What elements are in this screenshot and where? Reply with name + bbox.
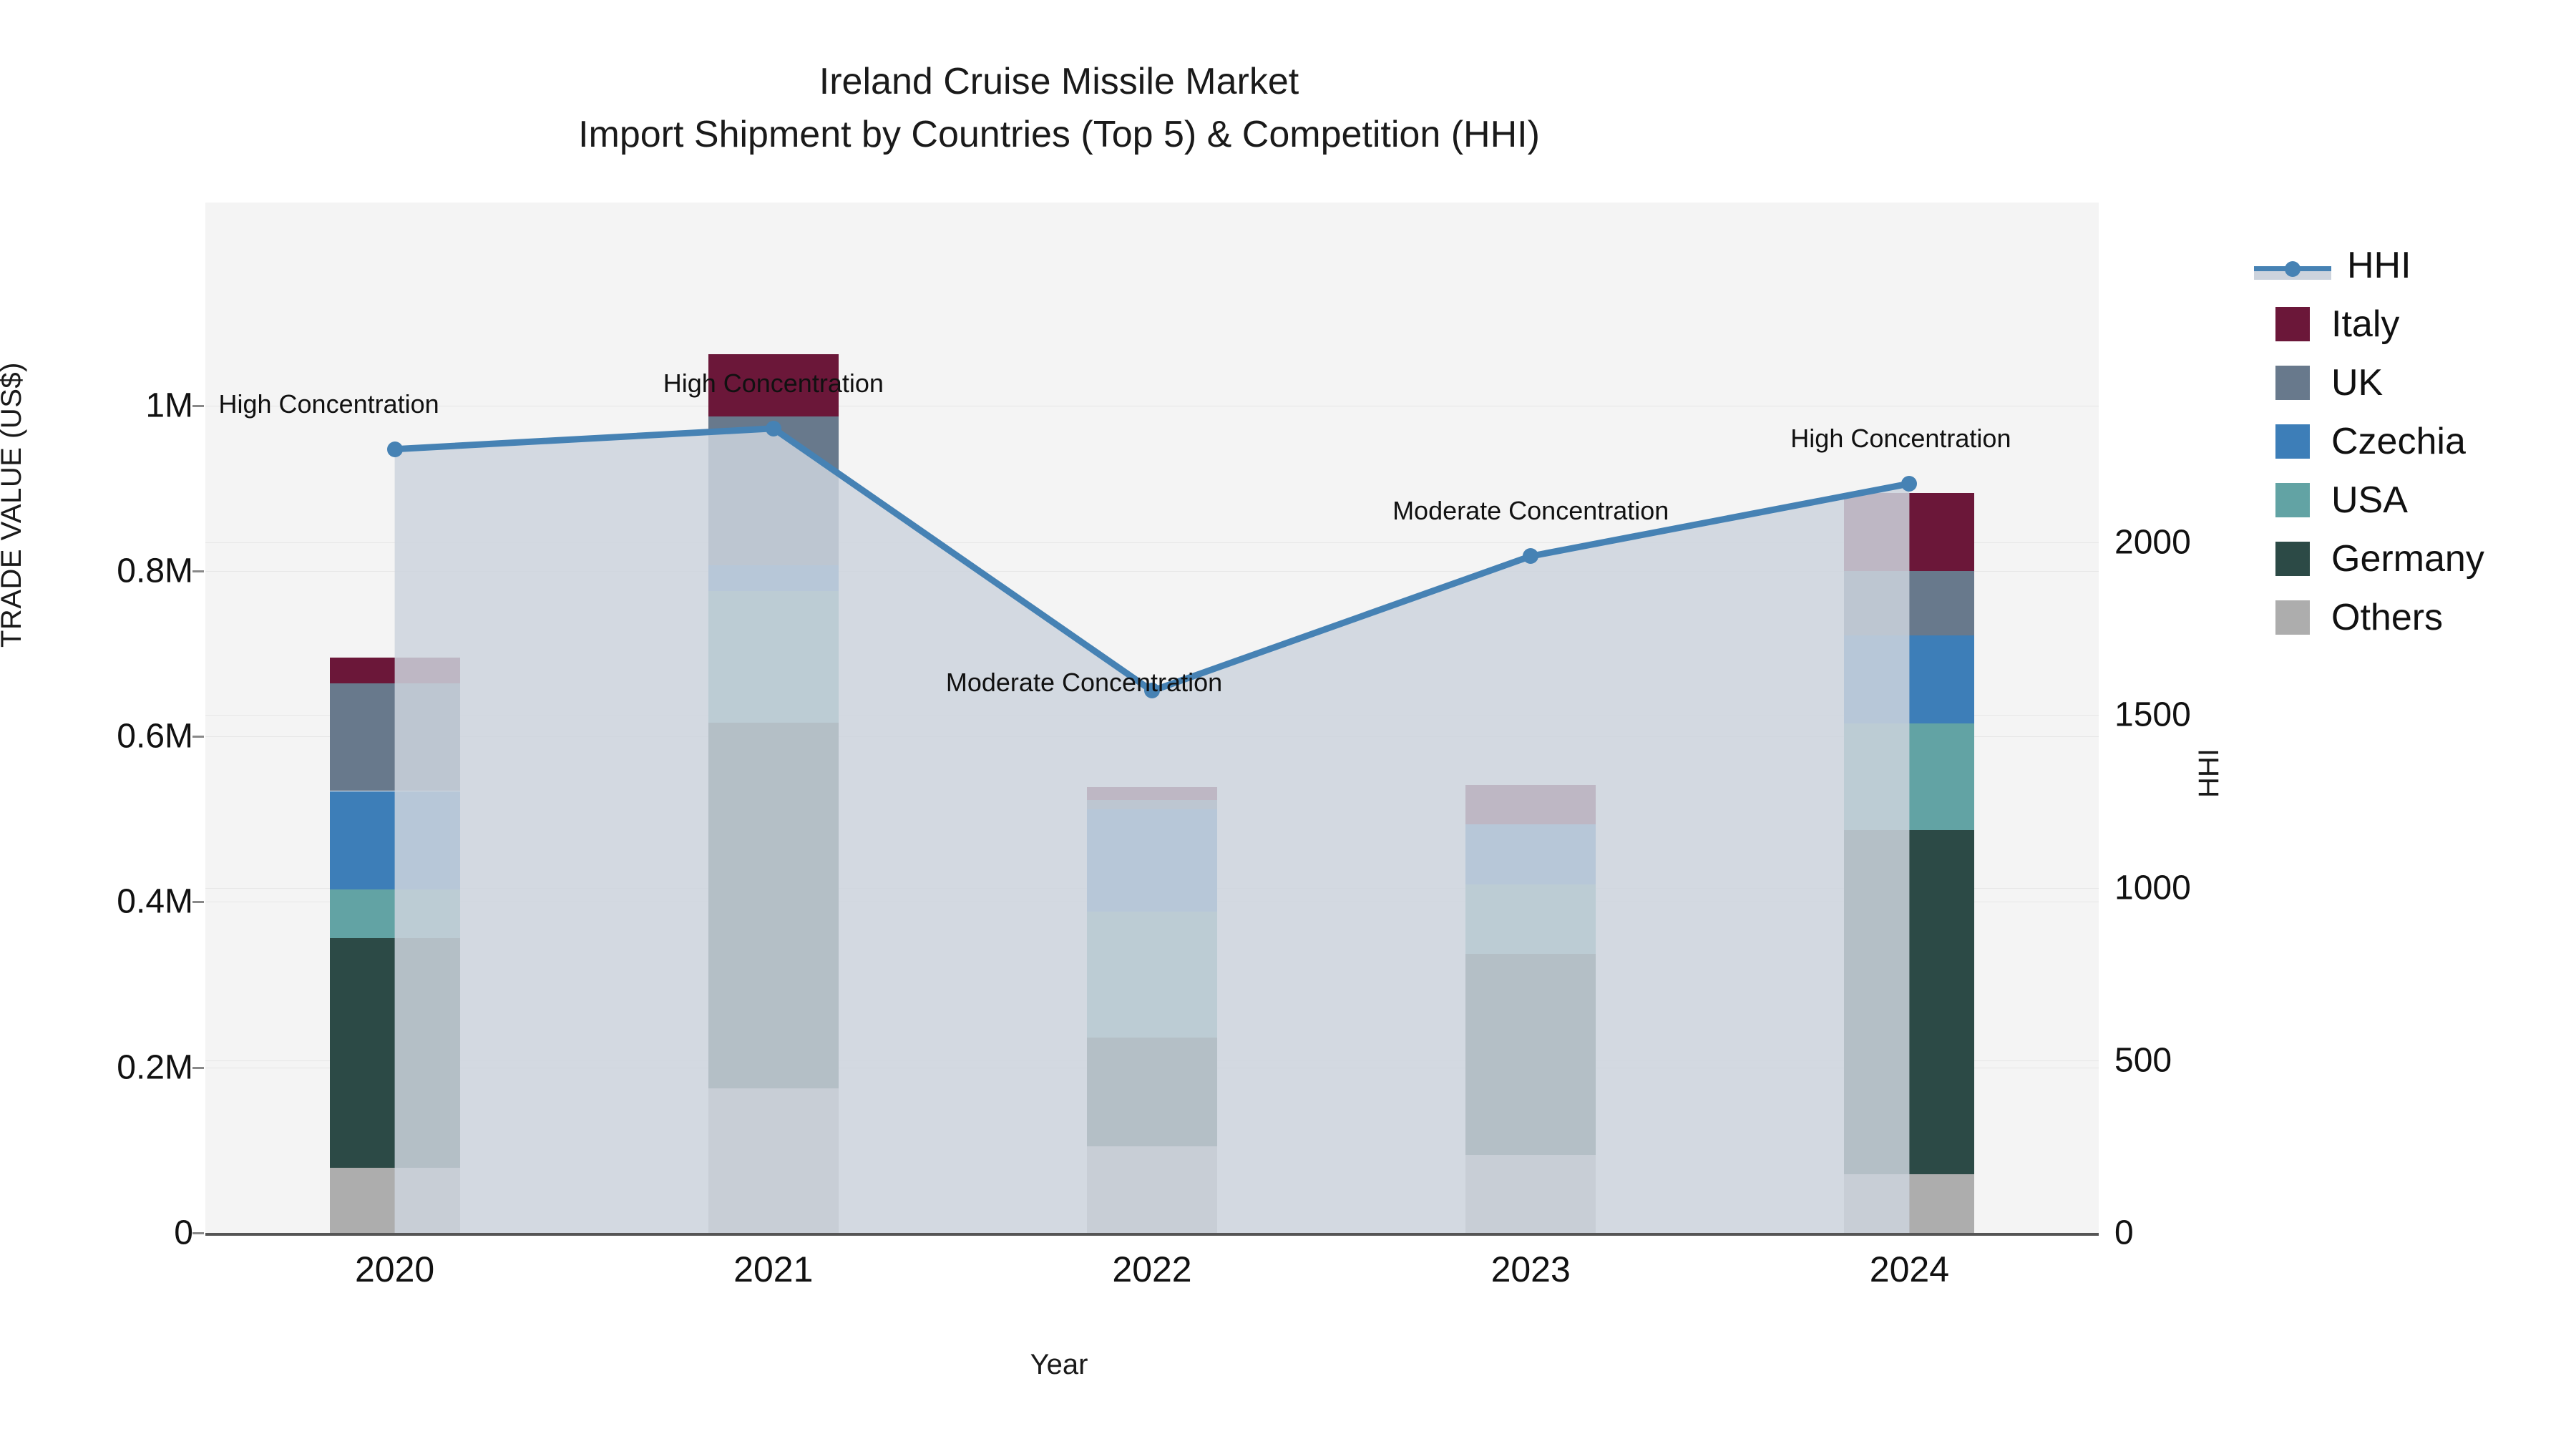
y-axis-left-tick-label: 1M bbox=[145, 386, 193, 425]
tick-mark bbox=[192, 1232, 204, 1234]
legend-color-swatch bbox=[2275, 366, 2310, 400]
tick-mark bbox=[192, 570, 204, 572]
concentration-annotation: High Concentration bbox=[218, 389, 439, 419]
bar-segment bbox=[708, 353, 839, 416]
tick-mark bbox=[192, 736, 204, 738]
legend-color-swatch bbox=[2275, 542, 2310, 576]
chart-title: Ireland Cruise Missile Market bbox=[819, 61, 1299, 102]
legend-label: USA bbox=[2331, 479, 2408, 521]
chart-subtitle: Import Shipment by Countries (Top 5) & C… bbox=[578, 113, 1540, 155]
y-axis-left-tick-label: 0.2M bbox=[117, 1048, 193, 1087]
hhi-data-point bbox=[1144, 683, 1160, 699]
tick-mark bbox=[192, 404, 204, 407]
concentration-annotation: High Concentration bbox=[663, 368, 884, 398]
legend-label: Italy bbox=[2331, 303, 2400, 345]
x-axis-tick-label: 2021 bbox=[733, 1249, 814, 1289]
legend-item-germany[interactable]: Germany bbox=[2254, 530, 2569, 588]
legend-item-hhi[interactable]: HHI bbox=[2254, 236, 2569, 295]
x-axis-tick-label: 2024 bbox=[1869, 1249, 1950, 1289]
hhi-area-fill bbox=[394, 428, 1910, 1233]
y-axis-right-tick-label: 0 bbox=[2114, 1214, 2134, 1252]
legend-color-swatch bbox=[2275, 600, 2310, 635]
y-axis-left-tick-label: 0.4M bbox=[117, 882, 193, 921]
y-axis-right-tick-label: 1000 bbox=[2114, 869, 2191, 907]
hhi-data-point bbox=[1523, 548, 1539, 565]
x-axis-tick-label: 2022 bbox=[1112, 1249, 1192, 1289]
legend-item-czechia[interactable]: Czechia bbox=[2254, 412, 2569, 471]
legend-item-uk[interactable]: UK bbox=[2254, 353, 2569, 412]
gridline-secondary bbox=[205, 542, 2099, 543]
legend: HHI Italy UK Czechia USA Germany Others bbox=[2254, 236, 2569, 647]
y-axis-right-tick-label: 2000 bbox=[2114, 523, 2191, 562]
legend-label: HHI bbox=[2347, 245, 2411, 286]
legend-item-italy[interactable]: Italy bbox=[2254, 295, 2569, 353]
legend-item-usa[interactable]: USA bbox=[2254, 471, 2569, 530]
concentration-annotation: Moderate Concentration bbox=[945, 668, 1223, 698]
tick-mark bbox=[192, 1066, 204, 1069]
legend-label: Others bbox=[2331, 597, 2444, 638]
y-axis-left-tick-label: 0.8M bbox=[117, 552, 193, 590]
x-axis-title: Year bbox=[1030, 1349, 1088, 1380]
legend-color-swatch bbox=[2275, 307, 2310, 341]
legend-label: Czechia bbox=[2331, 421, 2466, 462]
x-axis-tick-label: 2020 bbox=[354, 1249, 435, 1289]
x-axis-line bbox=[205, 1233, 2099, 1236]
y-axis-right-tick-label: 1500 bbox=[2114, 696, 2191, 734]
y-axis-left-tick-label: 0.6M bbox=[117, 717, 193, 756]
concentration-annotation: High Concentration bbox=[1790, 423, 2011, 453]
legend-line-marker-icon bbox=[2254, 248, 2331, 283]
tick-mark bbox=[192, 901, 204, 904]
legend-label: UK bbox=[2331, 362, 2384, 404]
x-axis-tick-label: 2023 bbox=[1491, 1249, 1571, 1289]
hhi-data-point bbox=[765, 420, 781, 436]
legend-color-swatch bbox=[2275, 424, 2310, 459]
legend-label: Germany bbox=[2331, 538, 2484, 580]
legend-color-swatch bbox=[2275, 483, 2310, 517]
chart-title-block: Ireland Cruise Missile Market Import Shi… bbox=[0, 56, 2118, 162]
y-axis-right-title: HHI bbox=[2193, 748, 2225, 798]
concentration-annotation: Moderate Concentration bbox=[1392, 496, 1669, 526]
y-axis-left-tick-label: 0 bbox=[174, 1214, 193, 1252]
legend-item-others[interactable]: Others bbox=[2254, 588, 2569, 647]
y-axis-right-tick-label: 500 bbox=[2114, 1041, 2172, 1080]
hhi-data-point bbox=[386, 441, 403, 457]
y-axis-left-title: TRADE VALUE (US$) bbox=[0, 362, 27, 648]
hhi-data-point bbox=[1901, 475, 1918, 492]
gridline bbox=[205, 570, 2099, 572]
